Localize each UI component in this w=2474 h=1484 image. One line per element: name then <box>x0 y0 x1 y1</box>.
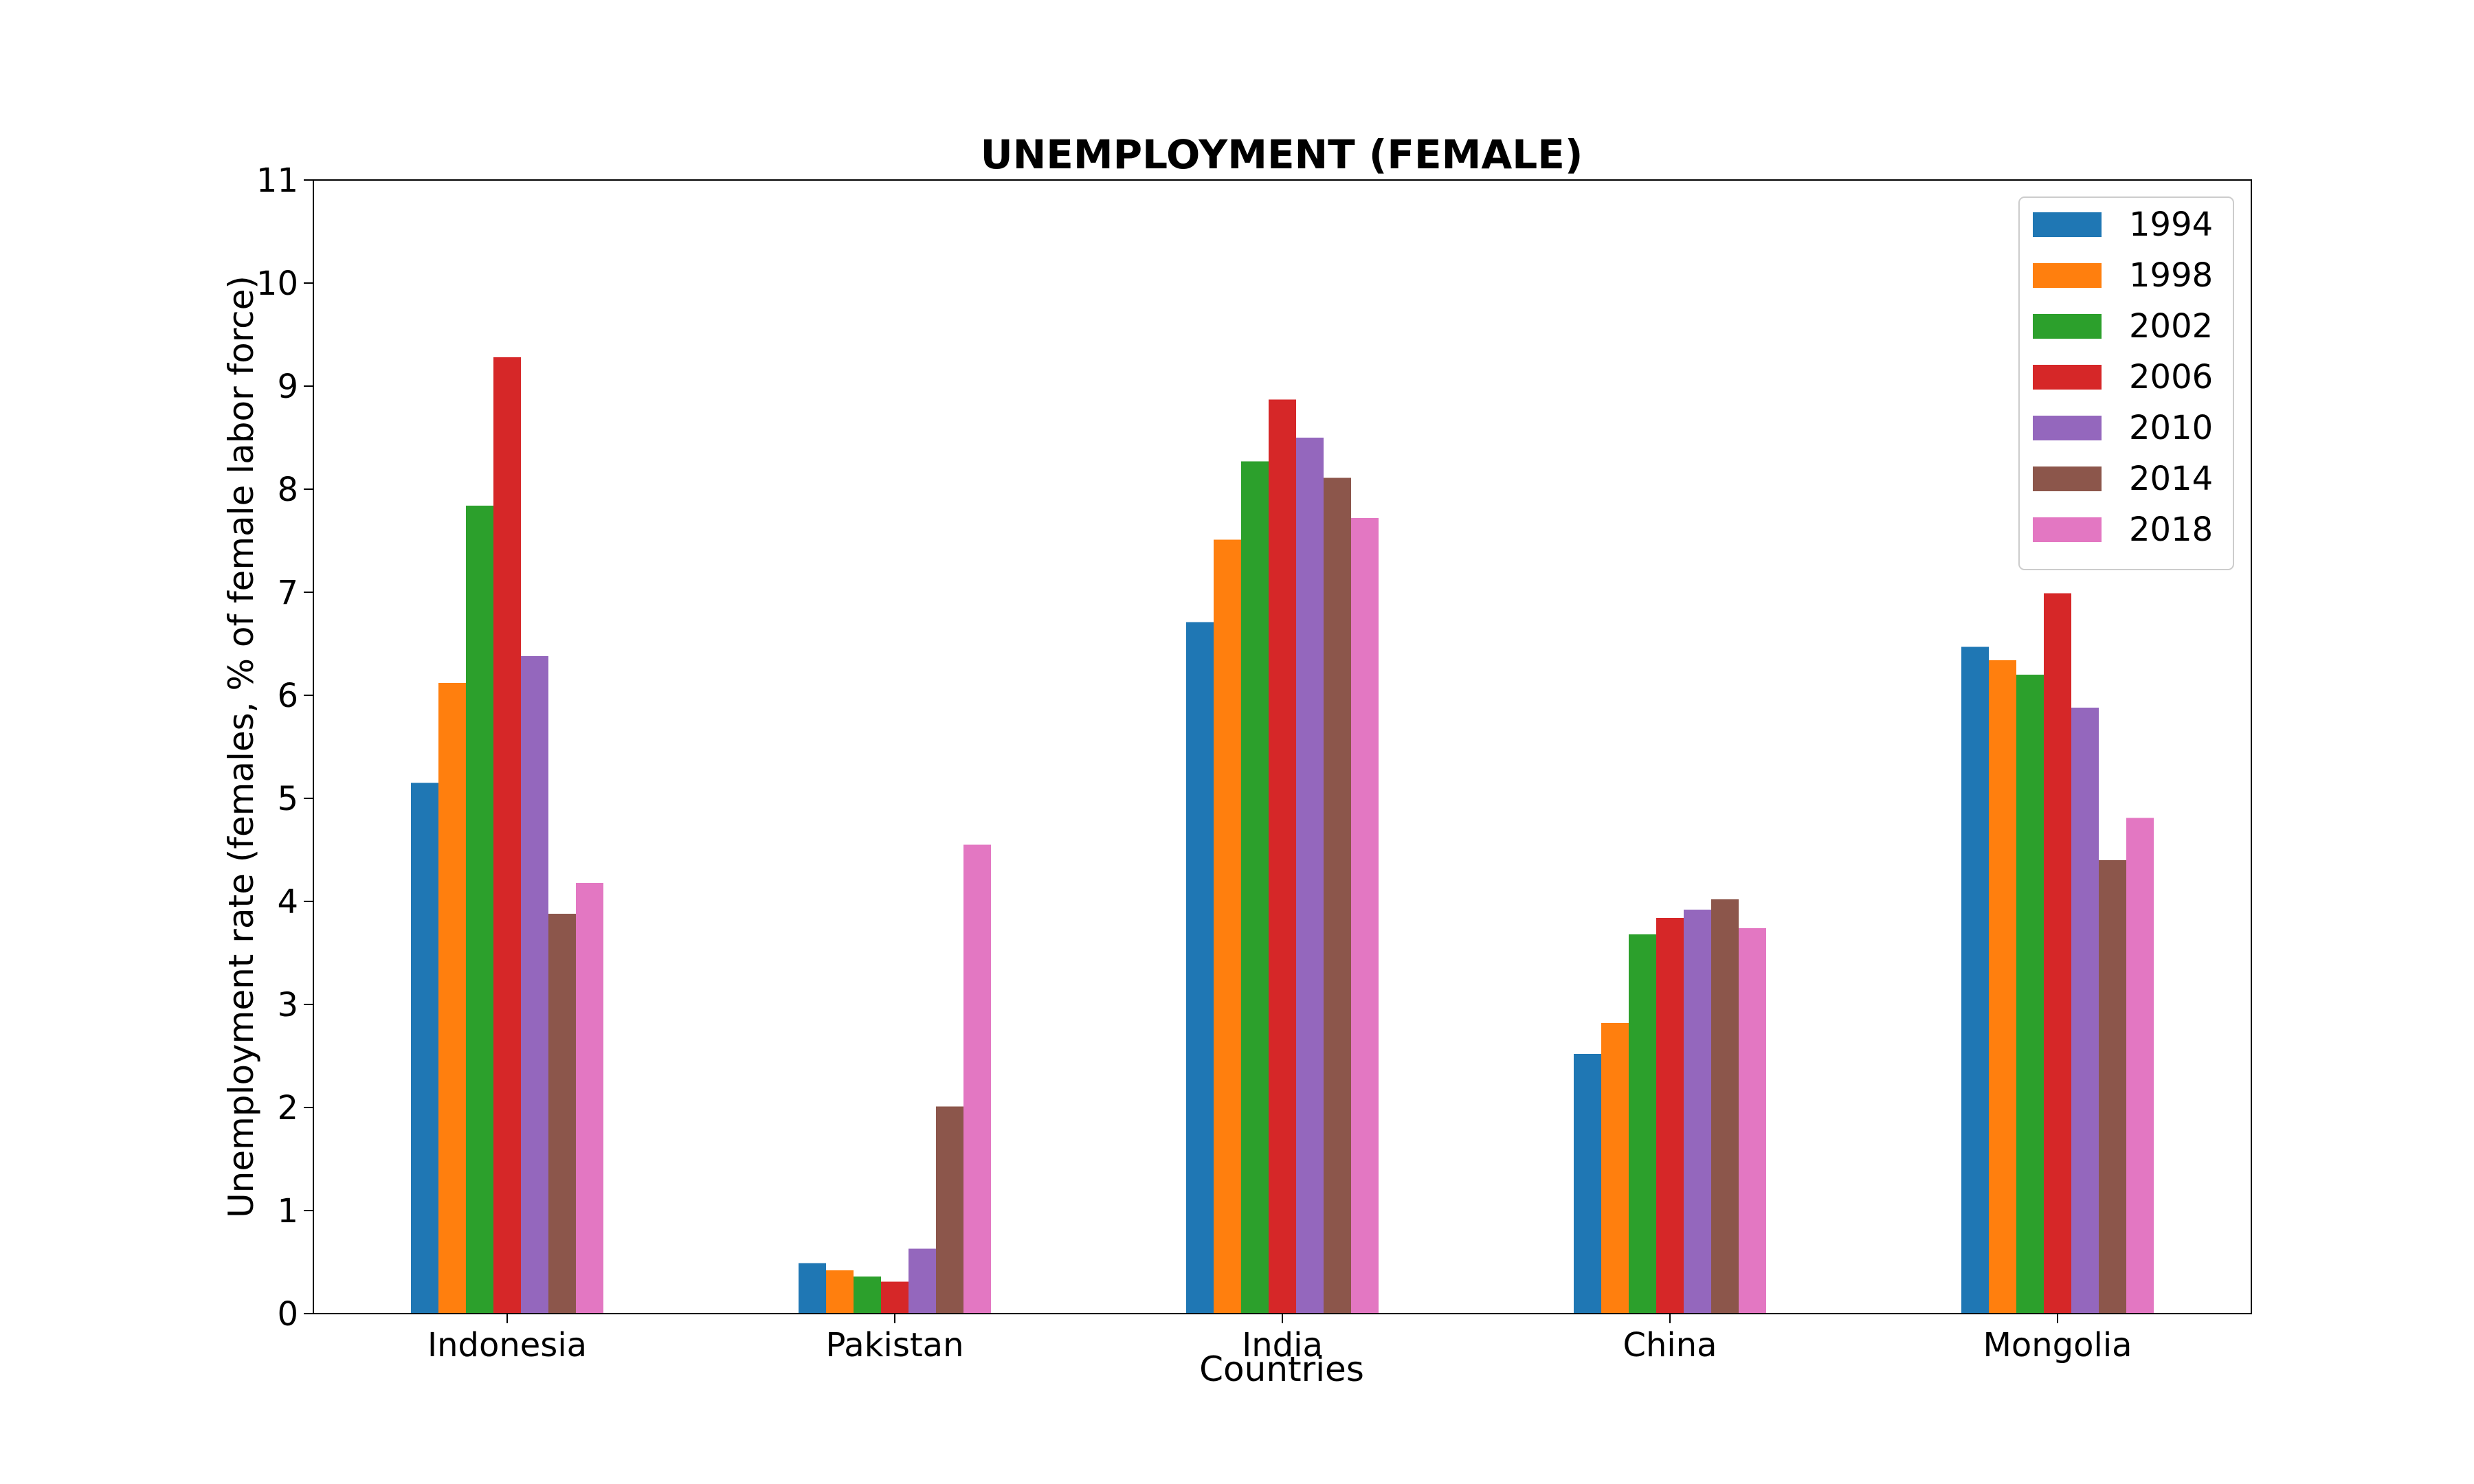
x-tick-label-india: India <box>1242 1326 1323 1364</box>
bar-china-2002 <box>1629 934 1656 1314</box>
bar-mongolia-2006 <box>2044 593 2071 1314</box>
y-tick-label: 8 <box>277 471 298 509</box>
legend-label-2014: 2014 <box>2129 460 2213 498</box>
bar-mongolia-2018 <box>2126 818 2154 1314</box>
legend-label-1998: 1998 <box>2129 256 2213 295</box>
y-tick-label: 5 <box>277 780 298 818</box>
bar-indonesia-1998 <box>438 683 466 1314</box>
legend-swatch-2010 <box>2033 416 2102 440</box>
legend-swatch-2014 <box>2033 466 2102 491</box>
bar-indonesia-1994 <box>411 783 438 1314</box>
legend: 1994 1998 2002 2006 2010 2014 2018 <box>2018 196 2234 570</box>
bar-india-1994 <box>1186 622 1214 1314</box>
bar-china-2018 <box>1739 928 1766 1314</box>
legend-label-2018: 2018 <box>2129 510 2213 549</box>
y-tick-label: 10 <box>256 265 298 303</box>
bar-india-1998 <box>1214 539 1241 1314</box>
y-tick-label: 1 <box>277 1192 298 1230</box>
bar-mongolia-2010 <box>2071 708 2099 1314</box>
bar-mongolia-2014 <box>2099 860 2126 1314</box>
bar-china-2006 <box>1656 918 1684 1314</box>
bar-india-2018 <box>1351 518 1379 1314</box>
bar-indonesia-2018 <box>576 883 603 1314</box>
bar-india-2010 <box>1296 438 1324 1314</box>
bar-pakistan-2010 <box>909 1248 936 1314</box>
x-tick-label-indonesia: Indonesia <box>427 1326 587 1364</box>
bar-pakistan-2018 <box>963 844 991 1314</box>
x-tick-label-china: China <box>1623 1326 1717 1364</box>
legend-label-1994: 1994 <box>2129 205 2213 244</box>
bar-china-1998 <box>1601 1023 1629 1314</box>
bar-indonesia-2002 <box>466 506 493 1314</box>
bar-indonesia-2014 <box>548 914 576 1314</box>
bar-indonesia-2006 <box>493 357 521 1314</box>
bar-china-2010 <box>1684 910 1711 1314</box>
legend-swatch-2006 <box>2033 365 2102 390</box>
y-tick-label: 0 <box>277 1295 298 1334</box>
y-tick-label: 7 <box>277 574 298 612</box>
bar-indonesia-2010 <box>521 656 548 1314</box>
bar-mongolia-1994 <box>1961 647 1989 1314</box>
y-tick-label: 6 <box>277 677 298 715</box>
bar-pakistan-2006 <box>881 1281 909 1314</box>
legend-label-2002: 2002 <box>2129 307 2213 346</box>
bars-group <box>411 357 2154 1314</box>
bar-india-2014 <box>1324 477 1351 1314</box>
x-axis: Indonesia Pakistan India China Mongolia <box>427 1314 2132 1364</box>
bar-china-2014 <box>1711 899 1739 1314</box>
y-tick-label: 9 <box>277 368 298 406</box>
bar-china-1994 <box>1574 1054 1601 1314</box>
y-axis-label: Unemployment rate (females, % of female … <box>221 276 261 1218</box>
bar-pakistan-1994 <box>799 1263 826 1314</box>
x-axis-label: Countries <box>1199 1349 1364 1389</box>
legend-label-2010: 2010 <box>2129 409 2213 447</box>
y-axis: 0 1 2 3 4 5 6 7 8 9 10 11 <box>256 161 313 1334</box>
y-tick-label: 4 <box>277 883 298 921</box>
bar-mongolia-2002 <box>2016 675 2044 1314</box>
legend-label-2006: 2006 <box>2129 358 2213 396</box>
legend-swatch-1994 <box>2033 212 2102 237</box>
y-tick-label: 3 <box>277 986 298 1024</box>
chart-title: UNEMPLOYMENT (FEMALE) <box>981 131 1583 178</box>
bar-pakistan-2014 <box>936 1106 963 1314</box>
plot-frame <box>313 179 2252 1314</box>
legend-swatch-2002 <box>2033 314 2102 339</box>
legend-swatch-2018 <box>2033 517 2102 542</box>
bar-mongolia-1998 <box>1989 660 2016 1314</box>
bar-india-2006 <box>1269 399 1296 1314</box>
x-tick-label-pakistan: Pakistan <box>826 1326 964 1364</box>
x-tick-label-mongolia: Mongolia <box>1983 1326 2132 1364</box>
legend-swatch-1998 <box>2033 263 2102 288</box>
y-tick-label: 11 <box>256 161 298 200</box>
bar-india-2002 <box>1241 461 1269 1314</box>
y-tick-label: 2 <box>277 1089 298 1127</box>
bar-pakistan-2002 <box>854 1277 881 1314</box>
bar-pakistan-1998 <box>826 1270 854 1314</box>
